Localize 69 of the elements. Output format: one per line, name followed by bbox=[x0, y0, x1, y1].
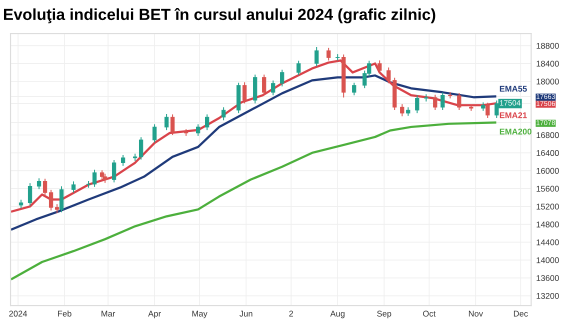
candlestick bbox=[138, 137, 144, 160]
x-tick-label: Feb bbox=[58, 310, 72, 317]
x-tick-label: 2024 bbox=[9, 310, 28, 317]
candlestick bbox=[42, 178, 48, 196]
series-label: EMA200 bbox=[500, 128, 532, 135]
candlestick bbox=[59, 186, 64, 212]
series-label: EMA55 bbox=[500, 86, 527, 92]
candlestick bbox=[253, 74, 258, 104]
y-tick-label: 13600 bbox=[536, 275, 559, 282]
candlestick bbox=[152, 124, 157, 143]
y-tick-label: 14000 bbox=[536, 257, 559, 264]
y-tick-label: 14800 bbox=[536, 222, 559, 228]
y-tick-label: 13200 bbox=[536, 292, 559, 299]
candlestick bbox=[196, 124, 200, 136]
candlestick bbox=[486, 102, 490, 118]
candlestick bbox=[271, 80, 276, 96]
candlestick bbox=[170, 114, 175, 136]
candlestick bbox=[440, 92, 445, 110]
candlestick bbox=[205, 114, 210, 130]
candlestick bbox=[36, 178, 42, 190]
candlestick bbox=[132, 154, 138, 161]
y-tick-label: 14400 bbox=[536, 239, 559, 246]
candlestick bbox=[120, 155, 126, 166]
candlestick bbox=[433, 94, 438, 110]
candlestick bbox=[92, 170, 97, 187]
candlestick bbox=[469, 104, 474, 111]
y-tick-label: 18000 bbox=[536, 78, 559, 84]
y-tick-label: 16800 bbox=[536, 132, 559, 138]
y-tick-label: 15200 bbox=[536, 204, 559, 210]
candlestick bbox=[326, 48, 331, 60]
x-tick-label: Mar bbox=[102, 310, 116, 317]
line-series bbox=[10, 121, 496, 280]
y-tick-label: 15600 bbox=[536, 186, 559, 192]
candlestick bbox=[164, 114, 169, 130]
y-tick-label: 18400 bbox=[536, 60, 559, 67]
candlestick bbox=[336, 54, 340, 60]
candlestick bbox=[457, 92, 462, 110]
x-tick-label: Nov bbox=[468, 310, 484, 317]
candlestick bbox=[48, 190, 54, 211]
candlestick bbox=[280, 70, 284, 86]
candlestick bbox=[262, 74, 266, 96]
series-label: EMA21 bbox=[500, 112, 527, 118]
candlestick bbox=[352, 82, 356, 96]
chart-title: Evoluţia indicelui BET în cursul anului 2024 (grafic zilnic) bbox=[4, 8, 436, 24]
candlestick bbox=[242, 82, 247, 104]
candlestick bbox=[222, 107, 226, 120]
candlestick bbox=[400, 104, 404, 116]
candlestick bbox=[296, 60, 301, 76]
candlestick bbox=[448, 92, 452, 98]
x-tick-label: May bbox=[192, 310, 208, 318]
x-tick-label: 2 bbox=[289, 310, 294, 316]
candlestick bbox=[415, 95, 420, 114]
candlestick bbox=[314, 46, 319, 66]
y-tick-label: 16000 bbox=[536, 168, 559, 174]
x-tick-label: Dec bbox=[514, 310, 528, 317]
x-tick-label: Jun bbox=[240, 310, 252, 317]
line-series bbox=[10, 74, 496, 230]
x-tick-label: Oct bbox=[423, 310, 436, 317]
x-tick-label: Sep bbox=[377, 310, 392, 318]
candlestick bbox=[378, 60, 382, 74]
y-tick-label: 16400 bbox=[536, 150, 559, 156]
candlestick bbox=[112, 160, 116, 182]
candlestick bbox=[424, 94, 428, 102]
x-tick-label: Apr bbox=[148, 310, 161, 318]
candlestick bbox=[28, 183, 32, 206]
y-tick-label: 18800 bbox=[536, 42, 559, 49]
candlestick bbox=[71, 181, 76, 193]
x-tick-label: Aug bbox=[330, 310, 344, 318]
candlestick bbox=[86, 180, 91, 188]
